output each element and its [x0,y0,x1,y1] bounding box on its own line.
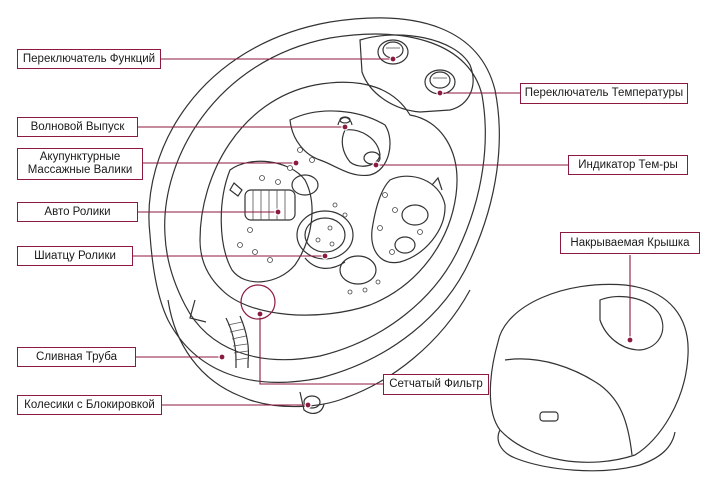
label-acupuncture-rollers-line2: Массажные Валики [27,164,133,176]
leader-lines [133,55,634,409]
label-auto-rollers: Авто Ролики [17,202,138,222]
label-wave-outlet: Волновой Выпуск [17,117,138,137]
label-drain-pipe: Сливная Труба [17,347,136,367]
dot-locking-wheels [304,401,312,409]
dot-temperature-indicator [372,161,380,169]
lid-drawing [489,283,689,472]
label-drain-pipe-text: Сливная Труба [36,350,117,363]
dot-mesh-filter [256,310,264,318]
label-mesh-filter-text: Сетчатый Фильтр [389,378,483,390]
label-function-switch: Переключатель Функций [17,49,161,69]
dot-function-switch [389,55,397,63]
label-locking-wheels: Колесики с Блокировкой [17,395,162,415]
label-auto-rollers-text: Авто Ролики [44,205,111,218]
label-temperature-indicator: Индикатор Тем-ры [568,155,688,175]
dot-wave-outlet [341,123,349,131]
dot-covered-lid [626,336,634,344]
dot-auto-rollers [274,208,282,216]
dot-drain-pipe [218,353,226,361]
foot-spa-basin [148,17,500,414]
label-temperature-switch-text: Переключатель Температуры [524,87,684,99]
drain-pipe-drawing [225,315,250,368]
label-locking-wheels-text: Колесики с Блокировкой [24,398,155,411]
label-temperature-indicator-text: Индикатор Тем-ры [578,158,678,171]
label-covered-lid-text: Накрываемая Крышка [570,236,690,249]
dot-acupuncture-rollers [292,159,300,167]
dot-temperature-switch [436,89,444,97]
label-shiatsu-rollers: Шиатцу Ролики [17,246,133,266]
label-acupuncture-rollers: Акупунктурные Массажные Валики [17,148,143,180]
label-covered-lid: Накрываемая Крышка [560,232,700,254]
label-shiatsu-rollers-text: Шиатцу Ролики [34,249,116,262]
dot-shiatsu-rollers [321,252,329,260]
label-function-switch-text: Переключатель Функций [22,52,156,65]
label-mesh-filter: Сетчатый Фильтр [383,374,489,395]
label-temperature-switch: Переключатель Температуры [520,83,688,104]
acupuncture-dots [237,147,423,295]
label-wave-outlet-text: Волновой Выпуск [30,120,125,133]
label-acupuncture-rollers-line1: Акупунктурные [39,151,121,163]
